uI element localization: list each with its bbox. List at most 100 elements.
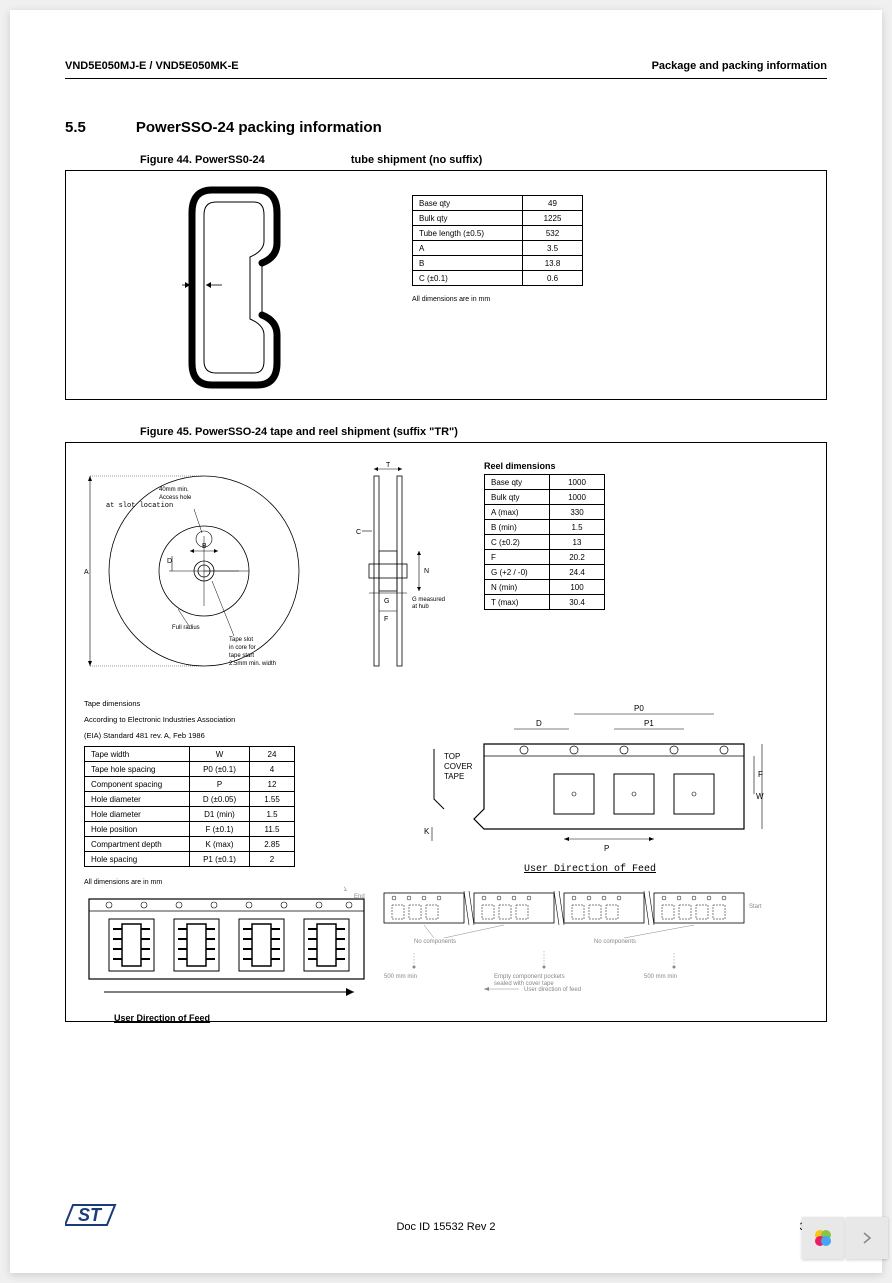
corner-next-button[interactable] (846, 1217, 888, 1259)
svg-text:TAPE: TAPE (444, 772, 464, 781)
doc-id: Doc ID 15532 Rev 2 (396, 1221, 495, 1233)
table-row: Tube length (±0.5)532 (413, 226, 583, 241)
no-components-label-1: No components (414, 939, 456, 945)
section-number: 5.5 (65, 119, 86, 136)
fig44-dim-note: All dimensions are in mm (412, 296, 583, 303)
table-row: T (max)30.4 (485, 595, 605, 610)
page-footer: ST Doc ID 15532 Rev 2 37/40 (65, 1197, 827, 1233)
table-row: Tape widthW24 (85, 747, 295, 762)
svg-text:K: K (424, 827, 430, 836)
feed-direction-label-2: User Direction of Feed (524, 864, 764, 875)
tape-leader-trailer-diagram: End Start No components No components 50… (344, 883, 764, 993)
table-row: Base qty1000 (485, 475, 605, 490)
table-row: Base qty49 (413, 196, 583, 211)
header-left: VND5E050MJ-E / VND5E050MK-E (65, 60, 239, 72)
table-row: Hole spacingP1 (±0.1)2 (85, 852, 295, 867)
header-right: Package and packing information (652, 60, 827, 72)
fig44-cap-a: Figure 44. PowerSS0-24 (140, 154, 265, 166)
tape-eia-note1: According to Electronic Industries Assoc… (84, 715, 374, 725)
table-row: Bulk qty1000 (485, 490, 605, 505)
tape-eia-note2: (EIA) Standard 481 rev. A, Feb 1986 (84, 731, 374, 741)
fig44-cap-b: tube shipment (no suffix) (351, 154, 482, 166)
table-row: A (max)330 (485, 505, 605, 520)
svg-text:TOP: TOP (444, 752, 460, 761)
svg-text:B: B (202, 543, 207, 550)
svg-text:T: T (386, 462, 391, 469)
table-row: Component spacingP12 (85, 777, 295, 792)
svg-text:W: W (756, 792, 764, 801)
svg-text:2.5mm min. width: 2.5mm min. width (229, 661, 276, 667)
svg-text:C: C (356, 529, 361, 536)
svg-text:500 mm min: 500 mm min (384, 974, 417, 980)
figure-45-caption: Figure 45. PowerSSO-24 tape and reel shi… (140, 426, 827, 438)
figure-44-caption: Figure 44. PowerSS0-24 tube shipment (no… (140, 154, 827, 166)
reel-table-wrap: Reel dimensions Base qty1000Bulk qty1000… (484, 461, 605, 671)
tape-dim-heading: Tape dimensions (84, 699, 374, 709)
table-row: A3.5 (413, 241, 583, 256)
reel-section: B D A Full radius 40mm min. Access (84, 461, 808, 671)
fig44-table-wrap: Base qty49Bulk qty1225Tube length (±0.5)… (412, 195, 583, 303)
table-row: Hole diameterD (±0.05)1.55 (85, 792, 295, 807)
section-heading: 5.5 PowerSSO-24 packing information (65, 119, 827, 136)
svg-text:at slot location: at slot location (106, 502, 173, 510)
feed-direction-label-1: User Direction of Feed (114, 1013, 374, 1023)
tube-cross-section-diagram (182, 185, 302, 395)
figure-45: B D A Full radius 40mm min. Access (65, 442, 827, 1022)
section-title-text: PowerSSO-24 packing information (136, 119, 382, 136)
reel-front-diagram: B D A Full radius 40mm min. Access (84, 461, 314, 671)
reel-dimensions-table: Base qty1000Bulk qty1000A (max)330B (min… (484, 474, 605, 610)
no-components-label-2: No components (594, 939, 636, 945)
table-row: G (+2 / -0)24.4 (485, 565, 605, 580)
svg-text:P: P (604, 844, 609, 853)
table-row: C (±0.1)0.6 (413, 271, 583, 286)
table-row: C (±0.2)13 (485, 535, 605, 550)
tape-dimensions-table: Tape widthW24Tape hole spacingP0 (±0.1)4… (84, 746, 295, 867)
table-row: B (min)1.5 (485, 520, 605, 535)
fig45-dim-note: All dimensions are in mm (84, 879, 374, 886)
svg-text:Start: Start (749, 904, 762, 910)
reel-dim-title: Reel dimensions (484, 461, 605, 471)
svg-text:G measured: G measured (412, 597, 445, 603)
user-direction-label-small: User direction of feed (524, 987, 581, 993)
tape-cover-section: P0 D P1 TOP COVER TAPE (404, 699, 764, 1023)
table-row: F20.2 (485, 550, 605, 565)
reel-side-diagram: T C G N F G measured at hub (334, 461, 454, 671)
svg-text:End: End (354, 894, 365, 900)
corner-nav (802, 1217, 888, 1259)
svg-text:P1: P1 (644, 719, 654, 728)
svg-text:D: D (167, 558, 172, 565)
table-row: Bulk qty1225 (413, 211, 583, 226)
full-radius-label: Full radius (172, 625, 200, 631)
tape-section: Tape dimensions According to Electronic … (84, 699, 808, 1023)
svg-text:40mm min.: 40mm min. (159, 487, 189, 493)
st-logo: ST (65, 1197, 125, 1233)
table-row: N (min)100 (485, 580, 605, 595)
corner-logo-button[interactable] (802, 1217, 844, 1259)
svg-text:Empty component pockets: Empty component pockets (494, 974, 565, 980)
datasheet-page: VND5E050MJ-E / VND5E050MK-E Package and … (10, 10, 882, 1273)
svg-text:Tape slot: Tape slot (229, 637, 253, 643)
svg-text:F: F (384, 616, 388, 623)
svg-text:G: G (384, 598, 389, 605)
tape-cover-diagram: P0 D P1 TOP COVER TAPE (404, 699, 764, 859)
svg-text:P0: P0 (634, 704, 644, 713)
svg-text:D: D (536, 719, 542, 728)
tape-table-section: Tape dimensions According to Electronic … (84, 699, 374, 1023)
table-row: Compartment depthK (max)2.85 (85, 837, 295, 852)
table-row: B13.8 (413, 256, 583, 271)
page-header: VND5E050MJ-E / VND5E050MK-E Package and … (65, 60, 827, 79)
figure-44: Base qty49Bulk qty1225Tube length (±0.5)… (65, 170, 827, 400)
svg-text:500 mm min: 500 mm min (644, 974, 677, 980)
svg-text:at hub: at hub (412, 604, 429, 610)
svg-text:ST: ST (78, 1205, 103, 1225)
tube-dimensions-table: Base qty49Bulk qty1225Tube length (±0.5)… (412, 195, 583, 286)
carrier-tape-chips-diagram (84, 894, 374, 1004)
table-row: Tape hole spacingP0 (±0.1)4 (85, 762, 295, 777)
svg-text:COVER: COVER (444, 762, 473, 771)
svg-text:Access hole: Access hole (159, 495, 192, 501)
svg-text:tape start: tape start (229, 653, 254, 659)
svg-text:in core for: in core for (229, 645, 256, 651)
table-row: Hole positionF (±0.1)11.5 (85, 822, 295, 837)
table-row: Hole diameterD1 (min)1.5 (85, 807, 295, 822)
svg-text:N: N (424, 568, 429, 575)
